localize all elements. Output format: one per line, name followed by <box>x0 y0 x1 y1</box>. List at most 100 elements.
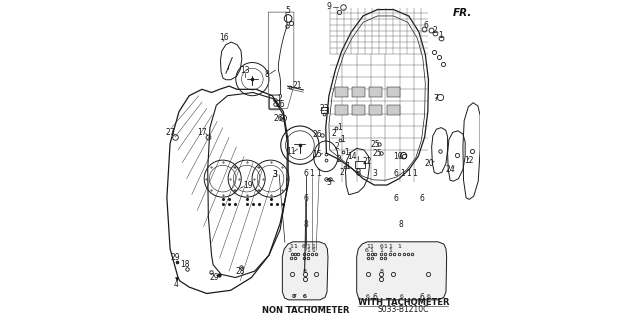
Bar <box>387 105 400 115</box>
Text: 1: 1 <box>306 248 310 253</box>
Text: 23: 23 <box>319 104 329 113</box>
Text: 1: 1 <box>344 148 349 157</box>
Text: 1: 1 <box>397 244 401 249</box>
Text: S033-B1210C: S033-B1210C <box>378 305 429 314</box>
Text: 1: 1 <box>306 244 310 249</box>
Text: 16: 16 <box>220 33 229 42</box>
Text: 2: 2 <box>332 130 336 138</box>
Text: 1: 1 <box>312 248 316 253</box>
Text: NON TACHOMETER: NON TACHOMETER <box>262 306 349 315</box>
Text: 26: 26 <box>312 130 323 139</box>
Text: 5: 5 <box>285 6 290 15</box>
Bar <box>321 107 328 113</box>
Text: 3: 3 <box>326 178 332 187</box>
Text: 7: 7 <box>292 294 296 299</box>
Text: 1: 1 <box>346 162 351 171</box>
Text: 6: 6 <box>394 194 398 203</box>
Bar <box>335 105 348 115</box>
Text: 6: 6 <box>366 294 370 299</box>
Text: FR.: FR. <box>452 8 472 18</box>
Text: 1: 1 <box>310 169 314 178</box>
Text: 1: 1 <box>312 244 316 249</box>
Text: 6: 6 <box>303 294 307 299</box>
Text: 6: 6 <box>372 293 378 302</box>
Text: 6: 6 <box>364 248 368 253</box>
Text: WITH TACHOMETER: WITH TACHOMETER <box>358 298 449 307</box>
Bar <box>335 87 348 97</box>
Text: 20: 20 <box>424 159 434 168</box>
Text: 6: 6 <box>302 244 306 249</box>
Text: 19: 19 <box>243 181 253 190</box>
Text: 1: 1 <box>383 244 387 249</box>
Text: 15: 15 <box>312 150 323 159</box>
Text: 6: 6 <box>424 21 428 30</box>
Text: 3: 3 <box>372 169 378 178</box>
Text: 6: 6 <box>303 194 308 203</box>
Polygon shape <box>282 242 328 300</box>
Text: 1: 1 <box>380 248 383 253</box>
Text: 6: 6 <box>292 294 296 299</box>
Text: 3: 3 <box>288 248 292 253</box>
Text: 1: 1 <box>369 248 373 253</box>
Text: 22: 22 <box>362 157 372 166</box>
Text: 29: 29 <box>171 253 180 262</box>
Text: 4: 4 <box>173 280 179 289</box>
Text: 1: 1 <box>317 169 321 178</box>
Text: 8: 8 <box>303 220 308 229</box>
Text: 14: 14 <box>347 152 356 161</box>
Text: 25: 25 <box>372 149 382 158</box>
Text: 6: 6 <box>303 169 308 178</box>
Text: 1: 1 <box>340 135 346 144</box>
Text: 17: 17 <box>197 128 207 137</box>
Text: 7: 7 <box>292 294 296 299</box>
Text: 6: 6 <box>426 294 430 299</box>
Text: 6: 6 <box>380 244 383 249</box>
Text: 29: 29 <box>210 273 220 282</box>
Text: 24: 24 <box>445 165 455 174</box>
Bar <box>355 161 365 168</box>
Text: 1: 1 <box>370 244 374 249</box>
Text: 21: 21 <box>293 81 303 90</box>
Text: 8: 8 <box>380 269 383 274</box>
Text: 6: 6 <box>420 293 424 302</box>
Polygon shape <box>356 242 447 300</box>
Text: 1: 1 <box>289 244 293 249</box>
Text: 1: 1 <box>388 248 392 253</box>
Text: 8: 8 <box>264 70 269 78</box>
Text: 18: 18 <box>180 260 190 269</box>
Text: 2: 2 <box>339 168 344 177</box>
Text: 8: 8 <box>399 220 404 229</box>
Bar <box>352 105 365 115</box>
Text: 1: 1 <box>406 169 411 178</box>
Text: 26: 26 <box>275 100 285 109</box>
Text: 2: 2 <box>334 142 339 151</box>
Text: 6: 6 <box>399 294 403 299</box>
Text: 25: 25 <box>370 140 380 149</box>
Text: 3: 3 <box>273 170 278 179</box>
Bar <box>369 105 382 115</box>
Text: 1: 1 <box>438 31 443 40</box>
Bar <box>387 87 400 97</box>
Text: 1: 1 <box>337 123 342 132</box>
Text: 27: 27 <box>166 128 175 137</box>
Text: 13: 13 <box>240 66 250 75</box>
Text: 1: 1 <box>366 244 370 249</box>
Bar <box>369 87 382 97</box>
Text: 6: 6 <box>420 194 424 203</box>
Text: 2: 2 <box>337 155 342 164</box>
Text: 1: 1 <box>293 244 297 249</box>
Text: 1: 1 <box>400 169 404 178</box>
Text: 11: 11 <box>286 147 296 156</box>
Text: 12: 12 <box>465 156 474 165</box>
Text: 6: 6 <box>394 169 398 178</box>
Text: 1: 1 <box>388 244 392 249</box>
Text: 10: 10 <box>394 152 403 161</box>
Text: 26: 26 <box>273 114 283 123</box>
Bar <box>352 87 365 97</box>
Text: 7: 7 <box>433 94 438 103</box>
Text: 8: 8 <box>303 269 307 274</box>
Text: 28: 28 <box>236 267 245 276</box>
Text: 6: 6 <box>303 294 307 299</box>
Text: 1: 1 <box>413 169 417 178</box>
Text: 2: 2 <box>432 26 437 35</box>
